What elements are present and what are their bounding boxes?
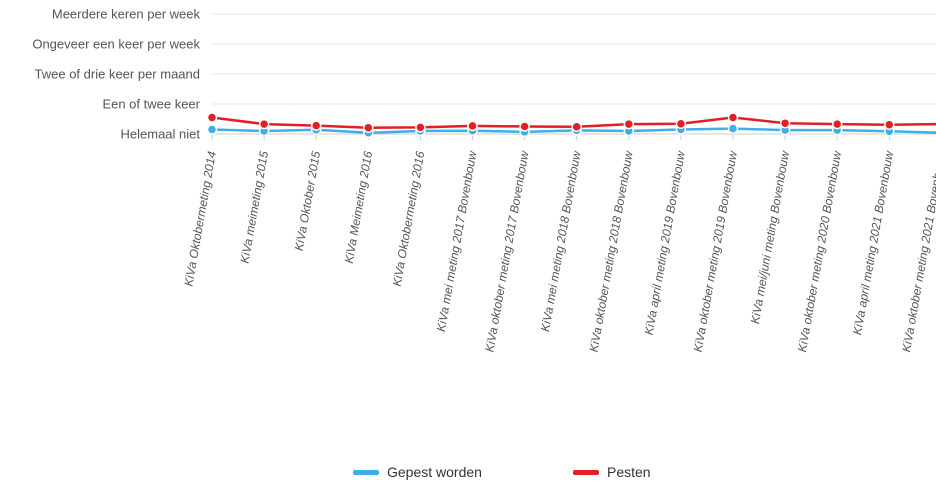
y-tick-label: Een of twee keer [102, 97, 200, 112]
data-point[interactable] [623, 118, 635, 130]
data-point[interactable] [467, 120, 478, 132]
data-point[interactable] [831, 118, 843, 130]
x-tick-label: KiVa Oktobermeting 2016 [390, 150, 428, 288]
data-point[interactable] [779, 117, 791, 129]
x-tick-label: KiVa mei/juni meting Bovenbouw [748, 149, 792, 325]
data-point[interactable] [884, 119, 895, 130]
data-point[interactable] [363, 122, 374, 133]
data-point[interactable] [258, 118, 270, 130]
gridlines [212, 13, 936, 135]
x-tick-label: KiVa Meimeting 2016 [342, 150, 376, 265]
y-tick-label: Meerdere keren per week [52, 7, 201, 22]
x-axis: KiVa Oktobermeting 2014 KiVa meimeting 20… [181, 134, 936, 353]
x-tick-label: KiVa oktober meting 2018 Bovenbouw [587, 149, 636, 353]
data-point[interactable] [415, 122, 426, 133]
series-layer [206, 112, 936, 139]
data-point[interactable] [571, 121, 582, 133]
data-point[interactable] [675, 118, 687, 130]
x-tick-label: KiVa mei meting 2017 Bovenbouw [434, 149, 480, 333]
x-tick-label: KiVa oktober meting 2020 Bovenbouw [795, 149, 844, 353]
x-tick-label: KiVa Oktobermeting 2014 [181, 150, 219, 288]
x-tick-label: KiVa mei meting 2018 Bovenbouw [538, 149, 584, 333]
x-tick-label: KiVa oktober meting 2019 Bovenbouw [691, 149, 740, 353]
y-axis: Helemaal niet Een of twee keer Twee of dri… [32, 7, 200, 142]
x-tick-label: KiVa Oktober 2015 [292, 150, 323, 252]
x-tick-label: KiVa april meting 2019 Bovenbouw [642, 149, 688, 336]
y-tick-label: Helemaal niet [121, 127, 201, 142]
data-point[interactable] [310, 120, 322, 131]
y-tick-label: Ongeveer een keer per week [32, 37, 200, 52]
x-tick-label: KiVa meimeting 2015 [238, 150, 272, 265]
legend-swatch [353, 470, 379, 475]
legend-label: Pesten [607, 464, 651, 480]
legend-item[interactable]: Gepest worden [353, 464, 482, 480]
legend-label: Gepest worden [387, 464, 482, 480]
data-point[interactable] [727, 112, 739, 123]
legend-item[interactable]: Pesten [573, 464, 651, 480]
legend-swatch [573, 470, 599, 475]
x-tick-label: KiVa oktober meting 2021 Bovenbouw [899, 149, 936, 353]
data-point[interactable] [519, 121, 530, 132]
x-tick-label: KiVa april meting 2021 Bovenbouw [850, 149, 896, 336]
legend[interactable]: Gepest worden Pesten [353, 464, 651, 480]
y-tick-label: Twee of drie keer per maand [35, 67, 200, 82]
data-point[interactable] [206, 124, 218, 135]
x-tick-label: KiVa oktober meting 2017 Bovenbouw [482, 149, 531, 353]
data-point[interactable] [727, 123, 739, 134]
data-point[interactable] [206, 112, 218, 123]
